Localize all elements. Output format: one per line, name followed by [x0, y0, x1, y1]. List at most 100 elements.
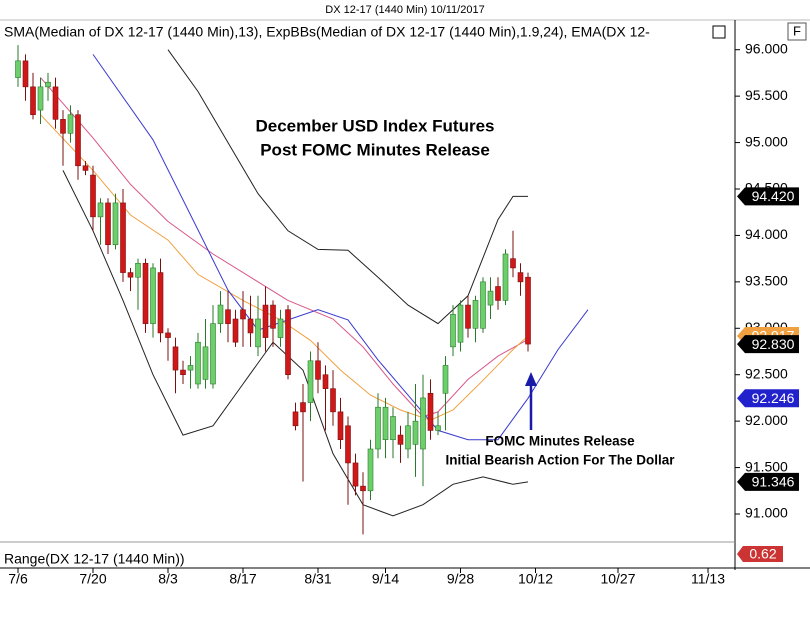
candle-body — [292, 411, 299, 427]
candle-body — [112, 202, 119, 246]
candle-body — [247, 318, 254, 334]
candle-body — [210, 323, 216, 385]
candle-body — [502, 253, 509, 301]
candle-body — [180, 369, 186, 376]
x-tick-label: 7/6 — [8, 571, 28, 587]
candle-body — [442, 365, 449, 394]
candle-body — [285, 309, 291, 376]
y-tick-label: 96.000 — [745, 40, 788, 56]
range-label: Range(DX 12-17 (1440 Min)) — [4, 551, 185, 567]
candle-body — [120, 202, 126, 273]
candle-body — [82, 165, 89, 171]
candle-body — [45, 81, 51, 88]
price-label-text: 91.346 — [752, 474, 795, 490]
candle-body — [142, 262, 149, 324]
candle-body — [435, 425, 441, 431]
candle-body — [307, 360, 314, 403]
indicator-line — [92, 54, 589, 441]
indicator-line — [62, 170, 529, 517]
candle-body — [360, 485, 366, 492]
candle-body — [270, 304, 276, 329]
candle-body — [37, 86, 44, 111]
candle-body — [367, 448, 374, 492]
annotation-note: Initial Bearish Action For The Dollar — [445, 453, 675, 468]
candle-body — [202, 346, 209, 380]
price-label-box — [737, 389, 799, 408]
corner-button[interactable] — [787, 22, 807, 41]
candle-body — [135, 262, 141, 278]
candle-body — [315, 360, 321, 380]
candle-body — [232, 318, 239, 343]
range-badge — [737, 546, 783, 562]
corner-button-label[interactable]: F — [793, 23, 801, 38]
candle-body — [495, 286, 501, 301]
candle-body — [105, 202, 111, 246]
price-label-box — [737, 187, 799, 206]
candle-body — [90, 174, 96, 218]
candle-body — [240, 309, 246, 320]
candle-body — [517, 272, 524, 283]
x-tick-label: 8/31 — [304, 571, 331, 587]
range-value: 0.62 — [749, 546, 776, 562]
candle-body — [472, 300, 479, 329]
price-label-text: 94.420 — [752, 188, 795, 204]
candle-body — [97, 202, 104, 218]
candle-body — [405, 425, 411, 450]
candle-body — [127, 272, 134, 278]
x-tick-label: 11/13 — [691, 571, 725, 587]
candle-body — [217, 304, 224, 324]
candle-body — [195, 341, 201, 385]
candle-body — [255, 318, 261, 348]
candle-body — [427, 392, 434, 431]
candle-body — [262, 304, 269, 338]
candle-body — [345, 425, 351, 464]
candle-body — [397, 434, 404, 445]
candle-body — [157, 272, 164, 334]
candle-body — [420, 397, 426, 450]
candle-body — [187, 365, 194, 371]
candle-body — [52, 86, 59, 120]
x-tick-label: 10/27 — [600, 571, 635, 587]
candle-body — [525, 276, 531, 345]
indicator-line — [167, 49, 528, 325]
candle-body — [30, 86, 36, 116]
y-tick-label: 91.000 — [745, 505, 788, 521]
candle-body — [322, 374, 329, 389]
y-tick-label: 91.500 — [745, 458, 788, 474]
settings-icon[interactable] — [712, 25, 726, 39]
price-label-text: 92.830 — [752, 336, 795, 352]
x-tick-label: 10/12 — [518, 571, 553, 587]
candle-body — [457, 304, 464, 343]
candle-body — [465, 304, 471, 329]
x-tick-label: 9/14 — [372, 571, 399, 587]
candle-body — [390, 416, 396, 441]
candle-body — [375, 406, 381, 450]
candle-body — [412, 420, 419, 445]
price-label-box — [737, 335, 799, 354]
candle-body — [510, 258, 516, 269]
x-tick-label: 9/28 — [447, 571, 474, 587]
y-tick-label: 92.000 — [745, 412, 788, 428]
chart-title: DX 12-17 (1440 Min) 10/11/2017 — [325, 4, 484, 16]
candle-body — [337, 411, 344, 441]
candle-body — [352, 462, 359, 487]
candle-body — [22, 60, 29, 88]
price-label-box — [737, 472, 799, 491]
annotation-arrowhead — [525, 372, 537, 386]
annotation-title: December USD Index Futures — [255, 116, 494, 135]
candle-body — [75, 114, 81, 167]
candle-body — [480, 281, 486, 329]
x-tick-label: 8/3 — [158, 571, 178, 587]
legend-text: SMA(Median of DX 12-17 (1440 Min),13), E… — [4, 24, 650, 40]
plot-area — [15, 45, 589, 535]
candle-body — [225, 309, 231, 324]
y-tick-label: 93.500 — [745, 273, 788, 289]
x-tick-label: 8/17 — [229, 571, 256, 587]
y-tick-label: 95.500 — [745, 87, 788, 103]
candle-body — [277, 318, 284, 338]
candle-body — [67, 114, 74, 134]
y-tick-label: 95.000 — [745, 133, 788, 149]
candle-body — [165, 332, 171, 338]
